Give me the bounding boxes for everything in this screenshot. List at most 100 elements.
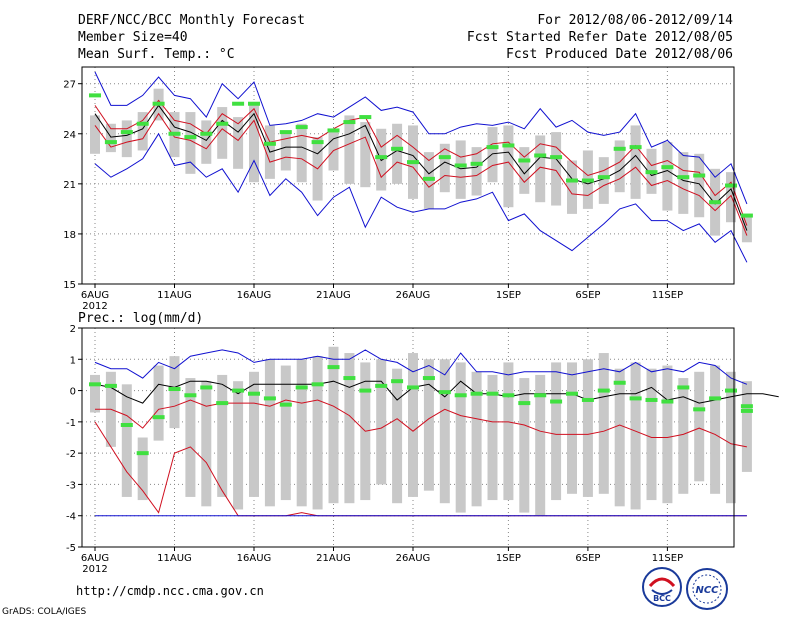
- precip-control-mark: [200, 385, 213, 390]
- precip-control-mark: [470, 391, 483, 396]
- precip-control-mark: [438, 390, 451, 395]
- temp-control-mark: [709, 200, 722, 205]
- temp-line-mean: [94, 104, 748, 231]
- temp-control-mark: [216, 121, 229, 126]
- precip-control-mark: [184, 393, 197, 398]
- precip-ytick-label: 2: [70, 324, 76, 335]
- temp-member-box: [694, 153, 705, 218]
- temp-member-box: [121, 120, 132, 158]
- temp-control-mark: [629, 145, 642, 150]
- precip-control-mark: [534, 393, 547, 398]
- temp-member-box: [535, 135, 546, 203]
- precip-control-mark: [136, 451, 149, 456]
- precip-control-mark: [311, 382, 324, 387]
- precip-member-box: [153, 365, 164, 441]
- precip-member-box: [678, 378, 689, 494]
- temp-member-box: [328, 128, 339, 171]
- temp-xtick-label: 6SEP: [575, 290, 600, 301]
- precip-xtick-label: 16AUG: [237, 553, 272, 564]
- temp-member-box: [551, 132, 562, 206]
- precip-member-box: [582, 359, 593, 497]
- temp-member-box: [662, 142, 673, 211]
- precip-member-box: [121, 384, 132, 497]
- precip-control-mark: [486, 391, 499, 396]
- temp-member-box: [90, 115, 100, 154]
- precip-member-box: [710, 365, 721, 494]
- temp-member-box: [201, 120, 212, 164]
- forecast-start-date: Fcst Started Refer Date 2012/08/05: [467, 30, 733, 45]
- temp-member-box: [678, 152, 689, 214]
- precip-member-box: [423, 359, 434, 491]
- precip-control-mark: [518, 401, 531, 406]
- temp-control-mark: [104, 140, 117, 145]
- temp-control-mark: [550, 155, 563, 160]
- precip-control-mark: [422, 376, 435, 381]
- precip-control-mark: [263, 396, 276, 401]
- precip-member-box: [630, 362, 641, 510]
- precip-ytick-label: -5: [66, 543, 76, 554]
- precip-member-box: [567, 362, 577, 494]
- precip-control-mark: [597, 388, 610, 393]
- temp-line-min: [94, 132, 748, 263]
- temp-control-mark: [677, 175, 690, 180]
- precip-control-mark: [216, 401, 229, 406]
- temp-control-mark: [502, 143, 515, 148]
- precip-ytick-label: -3: [66, 480, 76, 491]
- temp-control-mark: [454, 163, 467, 168]
- precip-ytick-label: -1: [66, 418, 76, 429]
- precip-control-mark: [740, 408, 753, 413]
- temp-member-box: [519, 147, 530, 194]
- temp-control-mark: [391, 146, 404, 151]
- temp-control-mark: [343, 120, 356, 125]
- temp-control-mark: [407, 160, 419, 165]
- temp-xtick-label: 16AUG: [237, 290, 272, 301]
- precip-member-box: [519, 378, 530, 513]
- precip-member-box: [312, 356, 323, 510]
- precip-ytick-label: 1: [70, 355, 76, 366]
- precip-control-mark: [359, 388, 372, 393]
- temp-member-box: [567, 160, 577, 214]
- variable-label: Mean Surf. Temp.: °C: [78, 47, 235, 62]
- precip-control-mark: [629, 396, 642, 401]
- precip-member-box: [137, 437, 148, 501]
- precip-member-box: [201, 381, 212, 507]
- precip-xtick-label: 1SEP: [496, 553, 521, 564]
- temp-line-spread_low: [94, 112, 748, 236]
- precip-control-mark: [454, 393, 467, 398]
- temp-member-box: [487, 127, 498, 183]
- member-size: Member Size=40: [78, 30, 188, 45]
- precip-member-box: [551, 362, 562, 501]
- temp-control-mark: [200, 131, 213, 136]
- precip-control-mark: [120, 422, 133, 427]
- precip-member-box: [328, 346, 339, 504]
- temp-ytick-label: 27: [63, 80, 76, 91]
- precip-boxes: [90, 346, 752, 516]
- temp-year-label: 2012: [82, 301, 107, 312]
- precip-member-box: [249, 371, 259, 497]
- temp-control-mark: [232, 101, 245, 106]
- temp-control-mark: [486, 145, 499, 150]
- precip-lines: [89, 349, 779, 517]
- temperature-axes: 15 18 21 24 27 6AUG 11AUG 16AUG 21AUG 26AUG 1SEP 6S…: [63, 80, 683, 312]
- temp-control-mark: [581, 178, 594, 183]
- precip-member-box: [376, 359, 387, 485]
- precip-control-mark: [502, 393, 515, 398]
- precip-variable-label: Prec.: log(mm/d): [78, 311, 203, 326]
- source-url[interactable]: http://cmdp.ncc.cma.gov.cn: [76, 584, 264, 598]
- precip-control-mark: [248, 391, 260, 396]
- precip-control-mark: [327, 365, 340, 370]
- precip-control-mark: [645, 397, 658, 402]
- precip-control-mark: [279, 402, 292, 407]
- temp-control-mark: [359, 115, 372, 120]
- precip-xtick-label: 26AUG: [396, 553, 431, 564]
- temp-control-mark: [136, 121, 149, 126]
- temp-control-mark: [740, 213, 753, 218]
- temp-xtick-label: 6AUG: [81, 290, 109, 301]
- temp-ytick-label: 15: [63, 280, 76, 291]
- temp-member-box: [439, 143, 450, 193]
- precip-member-box: [185, 378, 196, 497]
- precip-member-box: [169, 356, 180, 429]
- temp-xtick-label: 11SEP: [652, 290, 683, 301]
- temp-line-max: [94, 71, 748, 205]
